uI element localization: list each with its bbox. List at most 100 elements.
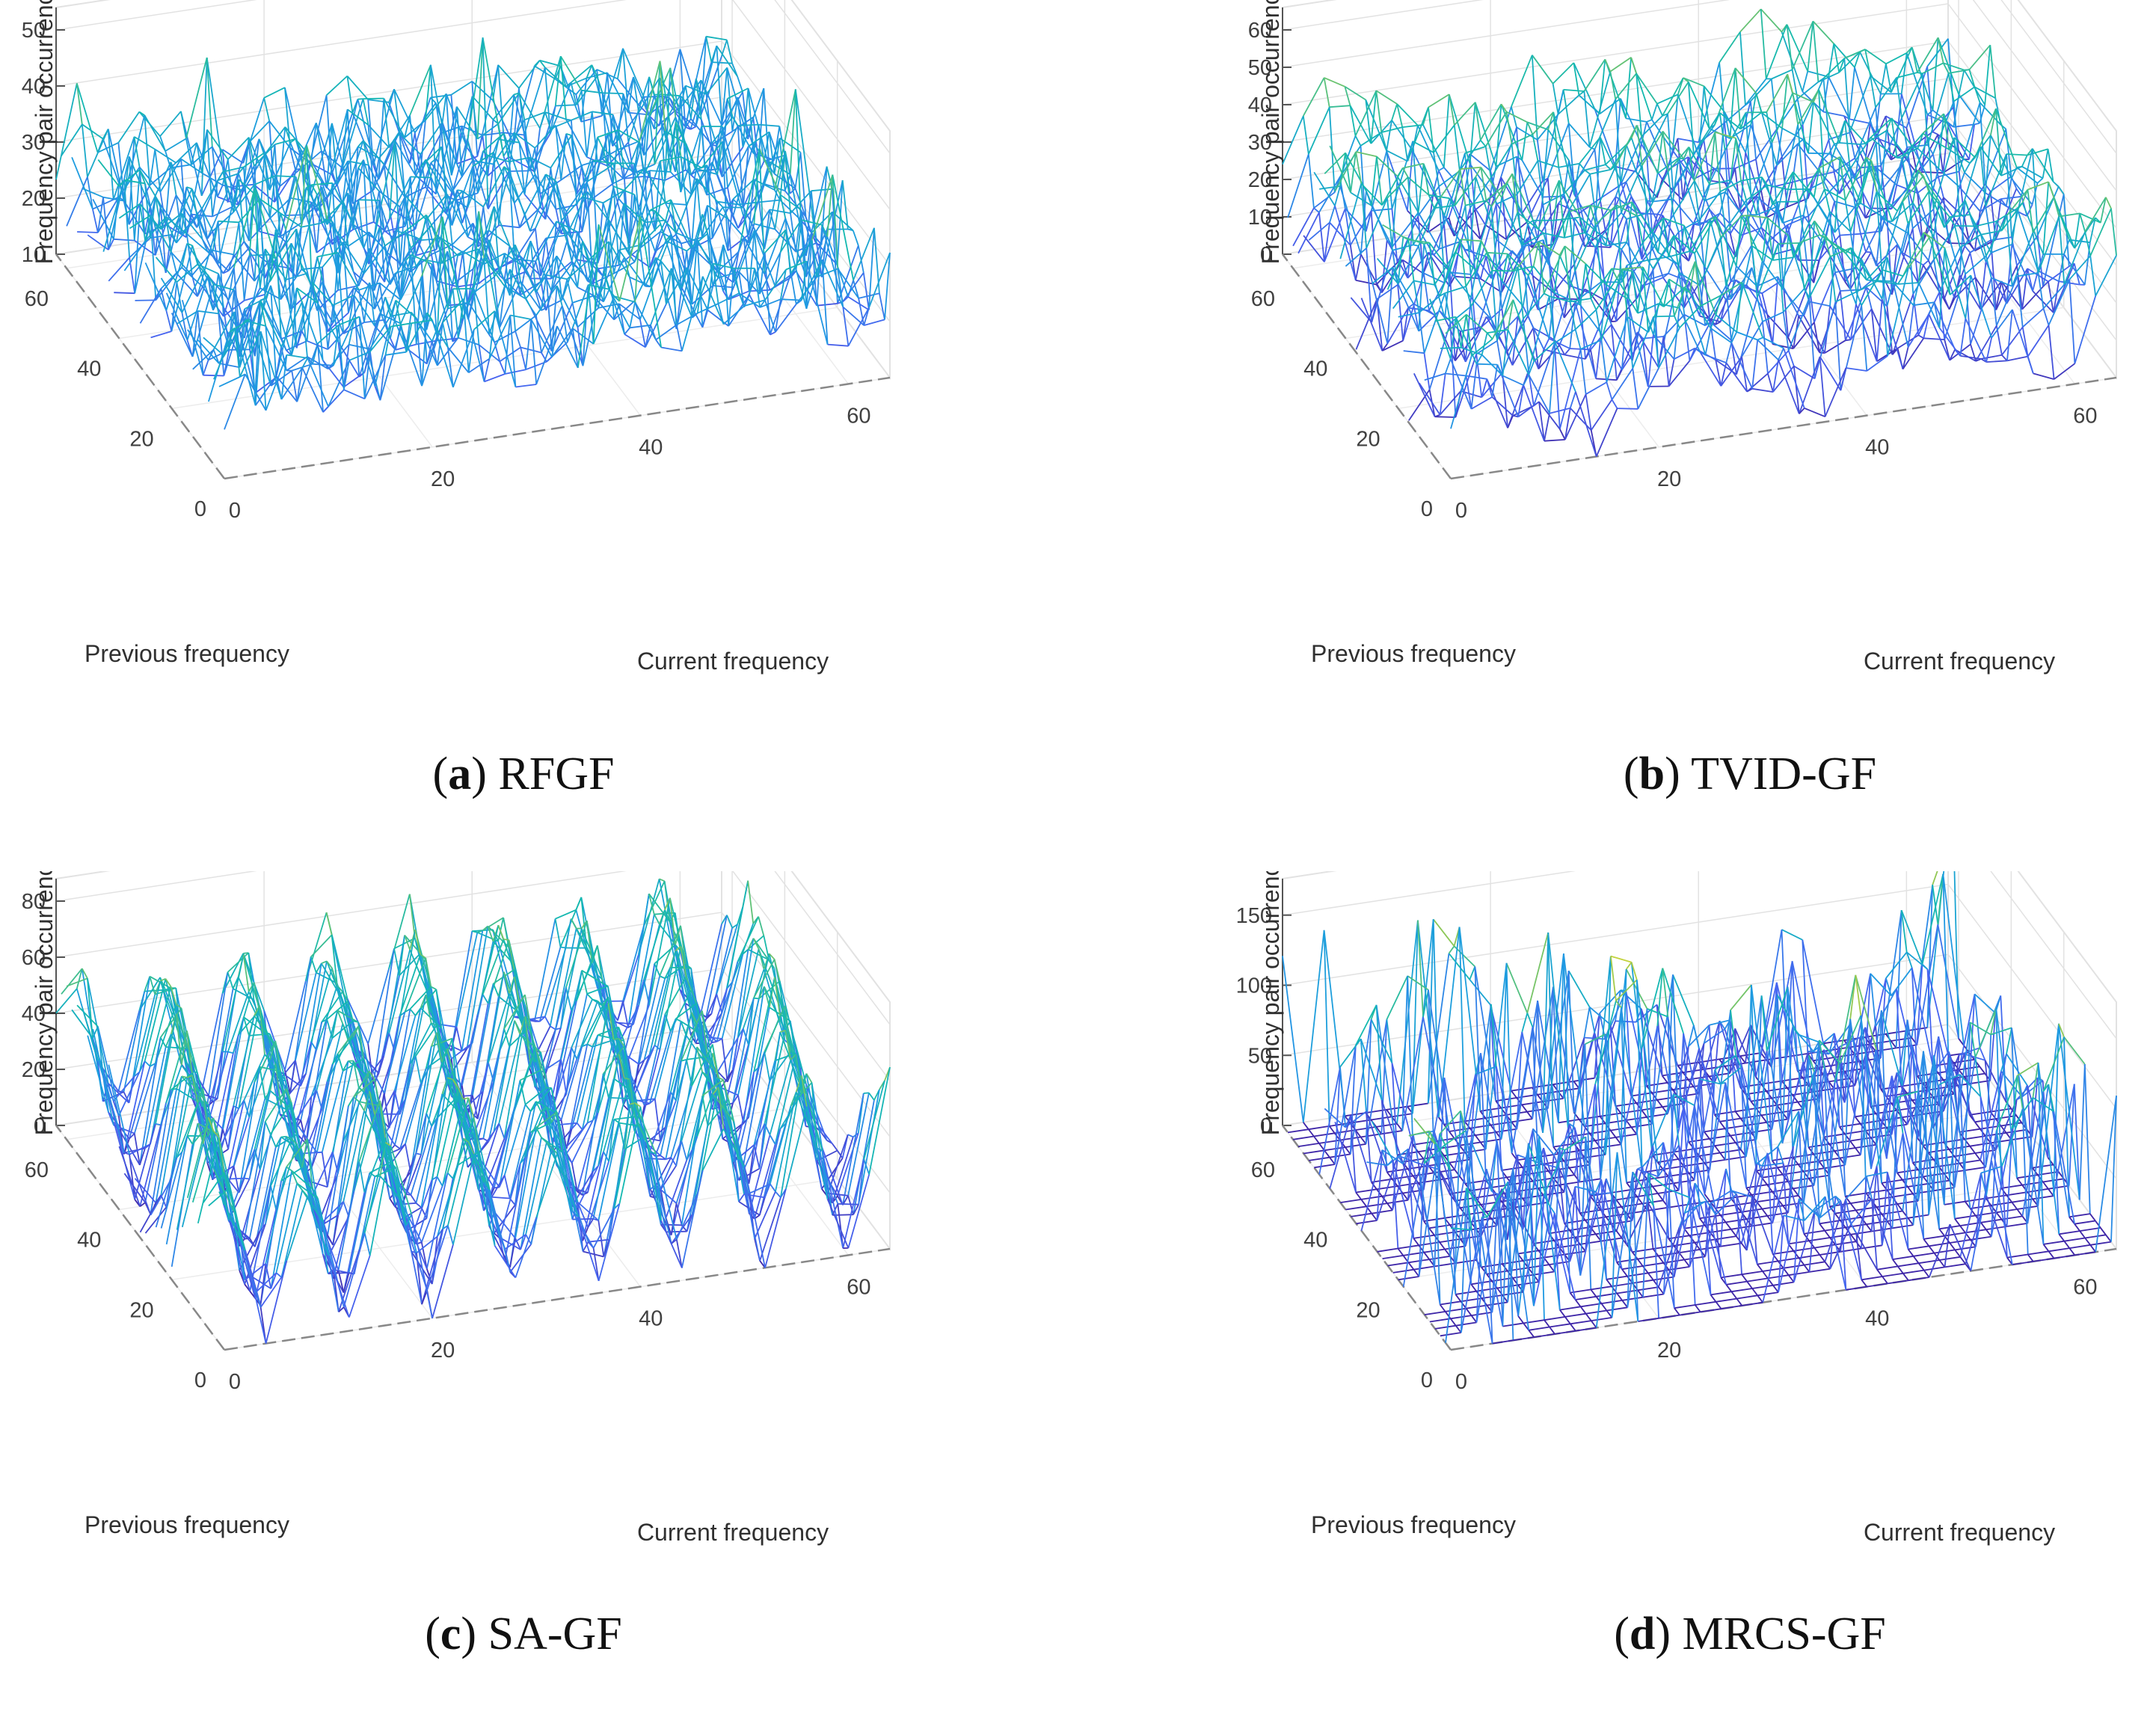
mesh-segment-b xyxy=(1638,368,1659,409)
mesh-segment-b xyxy=(2038,178,2043,183)
mesh-segment-a xyxy=(535,126,556,148)
mesh-segment-c xyxy=(145,1061,150,1066)
mesh-segment-b xyxy=(1668,261,1674,274)
mesh-segment-b xyxy=(1653,316,1674,317)
mesh-segment-a xyxy=(343,242,364,274)
mesh-segment-a xyxy=(77,83,82,124)
mesh-segment-a xyxy=(650,210,655,211)
mesh-segment-a xyxy=(124,180,129,258)
mesh-segment-b xyxy=(1434,125,1455,153)
mesh-segment-c xyxy=(207,972,228,1107)
mesh-segment-b xyxy=(1579,138,1600,164)
mesh-segment-a xyxy=(550,82,571,133)
mesh-segment-b xyxy=(1376,90,1397,104)
mesh-segment-b xyxy=(1761,9,1782,31)
mesh-segment-b xyxy=(1596,310,1601,340)
mesh-segment-b xyxy=(1615,167,1636,172)
mesh-segment-b xyxy=(1564,90,1585,91)
mesh-segment-b xyxy=(1974,123,1980,125)
mesh-segment-c xyxy=(556,919,561,947)
mesh-segment-b xyxy=(1502,245,1523,309)
mesh-segment-b xyxy=(1544,414,1550,441)
mesh-segment-a xyxy=(540,112,545,129)
x-tick-c-0: 0 xyxy=(229,1370,241,1394)
x-label-a: Current frequency xyxy=(637,648,829,675)
mesh-segment-a xyxy=(490,311,495,359)
mesh-segment-b xyxy=(1726,299,1731,300)
mesh-segment-b xyxy=(1330,105,1351,107)
mesh-segment-b xyxy=(1653,199,1674,201)
mesh-segment-a xyxy=(411,176,431,177)
mesh-segment-b xyxy=(1825,368,1846,417)
mesh-segment-c xyxy=(618,1001,623,1021)
mesh-segment-a xyxy=(451,82,472,95)
mesh-segment-b xyxy=(1560,429,1565,440)
mesh-segment-b xyxy=(1757,337,1763,340)
mesh-segment-b xyxy=(1553,84,1558,114)
mesh-segment-b xyxy=(1914,283,1919,305)
mesh-segment-b xyxy=(1849,119,1870,123)
mesh-segment-b xyxy=(1481,140,1486,147)
mesh-segment-b xyxy=(1756,93,1761,113)
mesh-segment-b xyxy=(2033,373,2054,379)
mesh-segment-b xyxy=(1928,110,1933,114)
caption-text-b: TVID-GF xyxy=(1691,749,1876,799)
x-axis-c xyxy=(224,1249,890,1350)
mesh-segment-c xyxy=(316,986,337,1050)
mesh-segment-b xyxy=(1773,257,1794,260)
mesh-segment-b xyxy=(1919,283,1940,328)
mesh-segment-b xyxy=(1612,369,1633,400)
mesh-segment-b xyxy=(1902,158,1908,189)
mesh-segment-b xyxy=(1855,108,1876,159)
mesh-segment-b xyxy=(1496,104,1502,166)
mesh-segment-b xyxy=(1782,32,1803,92)
mesh-segment-a xyxy=(515,331,520,348)
mesh-segment-b xyxy=(1555,343,1560,429)
mesh-segment-a xyxy=(640,319,645,347)
mesh-segment-b xyxy=(1522,181,1543,214)
mesh-segment-c xyxy=(87,1036,108,1113)
mesh-segment-b xyxy=(1711,328,1732,343)
mesh-segment-b xyxy=(1914,302,1935,305)
mesh-segment-b xyxy=(1673,199,1694,224)
mesh-segment-b xyxy=(1990,45,1995,98)
x-label-c: Current frequency xyxy=(637,1519,829,1546)
mesh-segment-b xyxy=(2090,256,2095,296)
mesh-segment-a xyxy=(561,56,566,119)
mesh-segment-b xyxy=(1787,182,1793,207)
mesh-segment-b xyxy=(1932,132,1938,135)
mesh-segment-b xyxy=(1508,416,1513,428)
mesh-segment-a xyxy=(322,267,328,331)
mesh-segment-b xyxy=(1475,102,1481,141)
mesh-segment-a xyxy=(498,65,519,88)
mesh-segment-b xyxy=(1407,108,1428,162)
mesh-segment-a xyxy=(879,293,885,319)
mesh-segment-b xyxy=(1633,369,1638,409)
mesh-segment-a xyxy=(72,157,93,209)
mesh-segment-b xyxy=(1402,127,1407,161)
mesh-segment-b xyxy=(1851,304,1856,340)
mesh-segment-b xyxy=(2074,296,2095,364)
mesh-segment-b xyxy=(1746,112,1767,113)
mesh-segment-b xyxy=(1955,226,1976,227)
mesh-segment-a xyxy=(719,293,740,304)
mesh-segment-b xyxy=(1586,382,1607,394)
mesh-segment-b xyxy=(2043,182,2048,254)
mesh-segment-b xyxy=(1747,215,1752,246)
mesh-segment-a xyxy=(286,355,307,358)
mesh-segment-b xyxy=(1319,177,1340,212)
mesh-segment-b xyxy=(1615,73,1636,99)
mesh-segment-a xyxy=(682,277,703,351)
mesh-segment-a xyxy=(567,242,572,263)
mesh-segment-a xyxy=(588,192,609,221)
y-tick-b-20: 20 xyxy=(1356,427,1380,451)
mesh-segment-b xyxy=(1824,153,1829,159)
mesh-segment-c xyxy=(727,915,732,928)
mesh-segment-b xyxy=(1898,276,1903,284)
mesh-segment-a xyxy=(759,125,780,126)
mesh-segment-b xyxy=(1330,206,1335,222)
mesh-segment-b xyxy=(1757,340,1778,360)
